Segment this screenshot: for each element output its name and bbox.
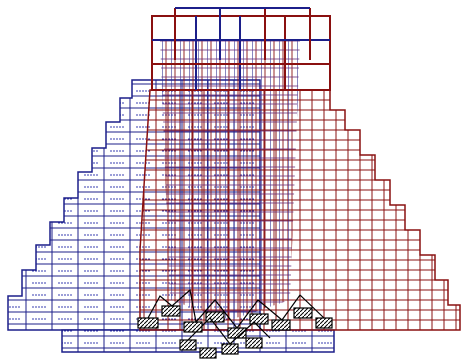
tower-frame	[151, 7, 331, 91]
mixed-core	[160, 40, 300, 320]
base-cluster	[137, 288, 333, 359]
blue-base	[61, 329, 335, 353]
